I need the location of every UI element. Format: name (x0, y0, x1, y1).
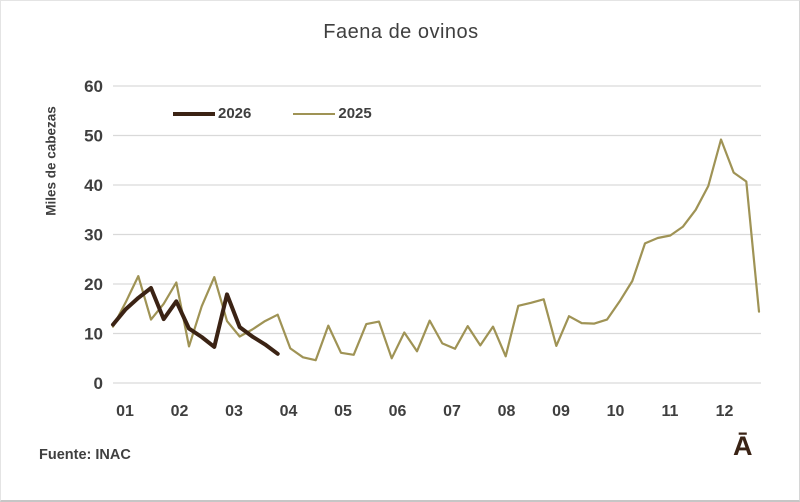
y-axis-tick-label: 40 (84, 176, 103, 195)
y-axis-tick-label: 0 (94, 374, 103, 393)
legend-swatch-2026-icon (173, 111, 215, 116)
legend-item-2025: 2025 (293, 105, 372, 122)
y-axis-tick-label: 60 (84, 77, 103, 96)
y-axis-tick-label: 50 (84, 127, 103, 146)
series-line-2025 (111, 138, 761, 362)
x-axis-tick-label: 08 (498, 403, 516, 420)
y-axis-tick-label: 20 (84, 275, 103, 294)
legend-swatch-2025-icon (293, 112, 336, 115)
legend-item-2026: 2026 (173, 105, 251, 122)
x-axis-tick-label: 01 (116, 403, 134, 420)
x-axis-tick-label: 12 (716, 403, 734, 420)
x-axis-tick-label: 03 (225, 403, 243, 420)
y-axis-tick-label: 10 (84, 325, 103, 344)
x-axis-tick-label: 04 (280, 403, 298, 420)
x-axis-tick-label: 09 (552, 403, 570, 420)
y-axis-tick-label: 30 (84, 226, 103, 245)
series-line-2026 (111, 286, 280, 356)
x-axis-tick-label: 10 (607, 403, 625, 420)
inac-logo: Ā (733, 431, 753, 461)
x-axis-tick-label: 02 (171, 403, 189, 420)
legend-label-2026: 2026 (218, 105, 252, 122)
chart-legend: 2026 2025 (173, 105, 372, 122)
x-axis-tick-label: 06 (389, 403, 407, 420)
x-axis-tick-label: 11 (662, 403, 679, 420)
source-note: Fuente: INAC (39, 447, 131, 463)
legend-label-2025: 2025 (338, 105, 372, 122)
chart-title: Faena de ovinos (323, 21, 479, 43)
x-axis-tick-label: 07 (443, 403, 461, 420)
x-axis-tick-label: 05 (334, 403, 352, 420)
